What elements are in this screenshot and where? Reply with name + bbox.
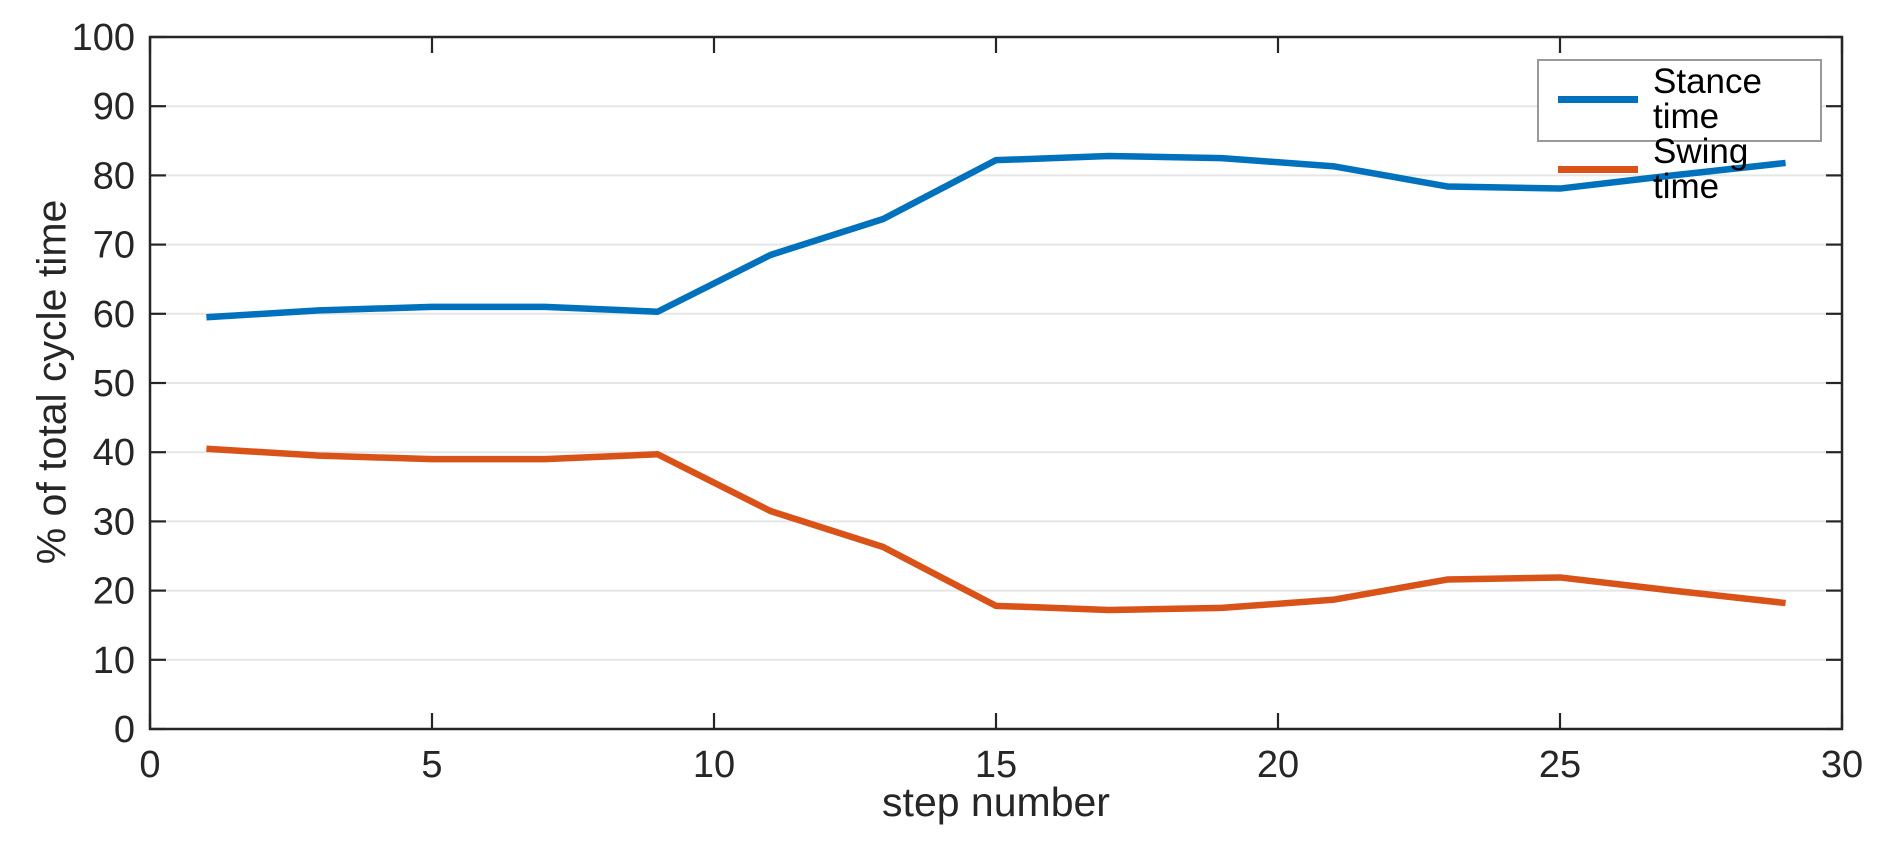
x-tick-label: 10: [693, 744, 735, 786]
y-gridlines: [150, 105, 1842, 661]
y-tick-label: 20: [93, 571, 135, 613]
series-lines: [206, 152, 1786, 614]
x-tick-label: 25: [1539, 744, 1581, 786]
series-line-swing-time: [206, 445, 1786, 614]
y-tick-label: 100: [72, 17, 135, 59]
y-tick-label: 10: [93, 640, 135, 682]
swing-time-line-sample: [1558, 165, 1638, 173]
x-tick-label: 0: [139, 744, 160, 786]
x-tick-label: 5: [421, 744, 442, 786]
y-tick-label: 70: [93, 225, 135, 267]
x-tick-label: 30: [1821, 744, 1863, 786]
y-tick-label: 0: [114, 709, 135, 751]
x-tick-label: 15: [975, 744, 1017, 786]
legend-label-swing-time: Swing time: [1653, 132, 1749, 206]
stance-time-line-sample: [1558, 95, 1638, 103]
axes-box: [148, 35, 1844, 731]
x-tick-label: 20: [1257, 744, 1299, 786]
y-tick-label: 30: [93, 501, 135, 543]
legend-label-stance-time: Stance time: [1653, 62, 1762, 136]
x-tick-labels: 0 5 10 15 20 25 30: [139, 744, 1863, 786]
series-line-stance-time: [206, 152, 1786, 321]
legend-item-stance-time: Stance time: [1539, 64, 1820, 134]
chart-legend: Stance time Swing time: [1537, 59, 1822, 204]
y-tick-label: 40: [93, 432, 135, 474]
y-tick-label: 80: [93, 155, 135, 197]
x-axis-label: step number: [882, 779, 1110, 825]
y-axis-label: % of total cycle time: [28, 199, 75, 565]
y-tick-label: 50: [93, 363, 135, 405]
y-tick-labels: 0 10 20 30 40 50 60 70 80 90 100: [72, 17, 135, 751]
y-tick-label: 60: [93, 294, 135, 336]
y-tick-label: 90: [93, 86, 135, 128]
legend-item-swing-time: Swing time: [1539, 134, 1820, 204]
